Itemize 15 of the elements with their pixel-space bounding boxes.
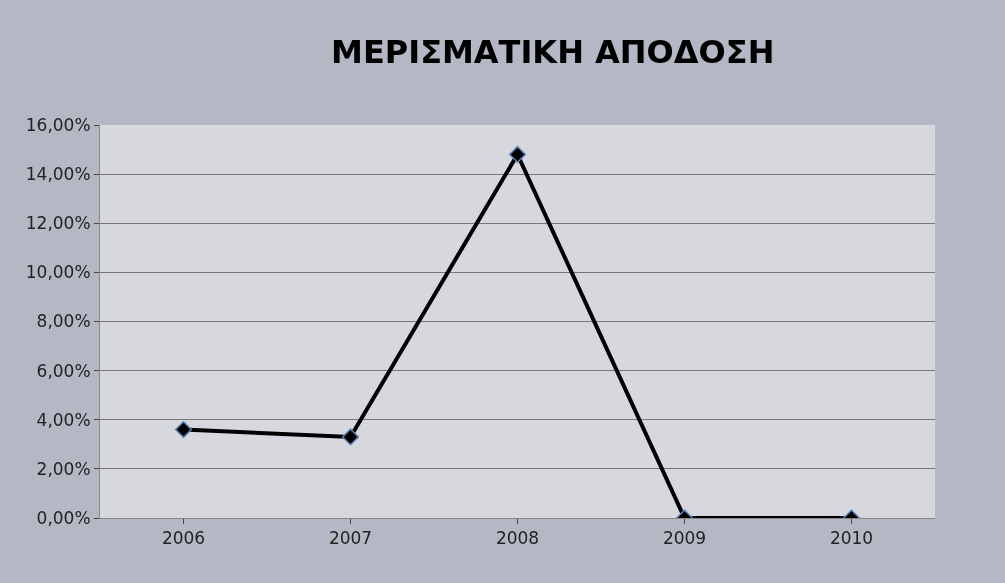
chart-title: ΜΕΡΙΣΜΑΤΙΚΗ ΑΠΟΔΟΣΗ: [331, 33, 775, 72]
y-tick-label: 10,00%: [25, 262, 91, 283]
x-tick-label: 2010: [829, 528, 874, 549]
y-tick-label: 8,00%: [36, 311, 91, 332]
x-tick-label: 2007: [328, 528, 373, 549]
y-tick-label: 0,00%: [36, 507, 91, 528]
y-tick-label: 16,00%: [25, 114, 91, 135]
y-tick-label: 12,00%: [25, 213, 91, 234]
y-tick-label: 14,00%: [25, 164, 91, 185]
y-tick-label: 2,00%: [36, 458, 91, 479]
x-tick-label: 2008: [495, 528, 540, 549]
y-tick-label: 4,00%: [36, 409, 91, 430]
x-tick-label: 2006: [161, 528, 206, 549]
x-tick-label: 2009: [662, 528, 707, 549]
y-tick-label: 6,00%: [36, 360, 91, 381]
